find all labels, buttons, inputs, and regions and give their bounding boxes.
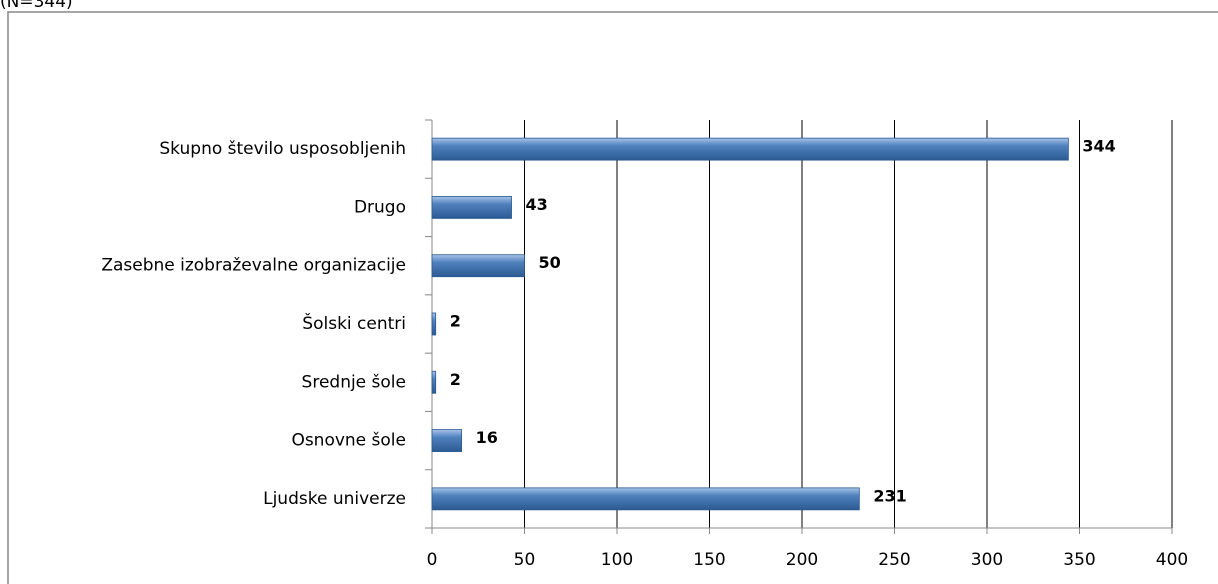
subtitle: (N=344) [0,0,73,12]
y-tick-label: Šolski centri [302,312,406,334]
bar [431,254,525,278]
y-tick-label: Zasebne izobraževalne organizacije [101,256,406,276]
y-tick-label: Drugo [354,197,406,217]
x-tick-label: 0 [427,550,438,570]
data-label: 231 [873,486,906,505]
data-label: 43 [526,195,548,214]
data-label: 344 [1082,137,1115,156]
bar [431,137,1069,161]
x-tick-label: 350 [1063,550,1095,570]
x-tick-label: 400 [1156,550,1188,570]
bar [431,312,437,336]
y-tick-label: Skupno število usposobljenih [159,139,406,159]
y-tick-label: Osnovne šole [291,431,406,451]
x-tick-label: 150 [693,550,725,570]
y-tick-label: Srednje šole [302,372,406,392]
bar [431,429,463,452]
x-tick-label: 50 [514,550,536,570]
data-label: 16 [476,428,498,447]
bar [431,370,437,394]
x-tick-label: 200 [786,550,818,570]
x-tick-label: 250 [878,550,910,570]
x-tick-label: 300 [971,550,1003,570]
y-tick-label: Ljudske univerze [263,489,406,509]
bar [431,196,512,219]
bar [431,487,860,511]
x-tick-label: 100 [601,550,633,570]
data-label: 50 [539,253,561,272]
data-label: 2 [450,312,461,331]
frame [7,11,1218,584]
data-label: 2 [450,370,461,389]
